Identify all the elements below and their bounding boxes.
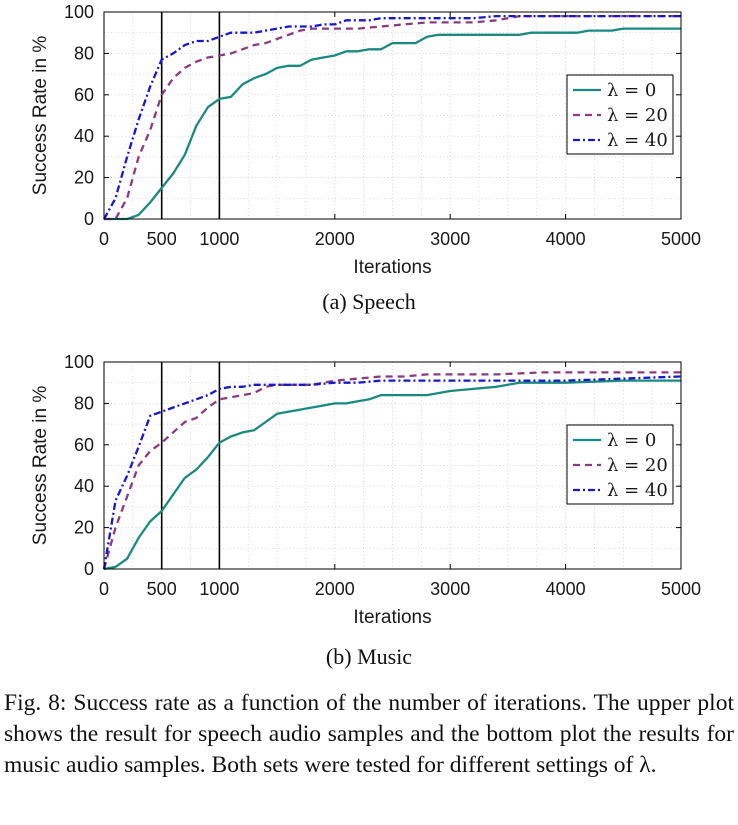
figure-caption: Fig. 8: Success rate as a function of th…: [4, 690, 734, 778]
x-tick-label: 2000: [315, 579, 355, 599]
x-tick-label: 2000: [315, 229, 355, 249]
y-tick-label: 60: [74, 85, 94, 105]
x-axis-label: Iterations: [353, 607, 431, 628]
legend-label: λ = 20: [607, 105, 668, 126]
speech-series-line-0: [104, 27, 681, 221]
music-subcaption: (b) Music: [325, 644, 413, 669]
x-tick-label: 5000: [661, 229, 701, 249]
x-axis-label: Iterations: [353, 257, 431, 278]
y-axis-label: Success Rate in %: [30, 386, 51, 546]
legend-label: λ = 20: [607, 455, 668, 476]
x-tick-label: 500: [147, 579, 177, 599]
y-tick-label: 0: [84, 559, 94, 579]
speech-series-line-2: [102, 14, 681, 220]
x-tick-label: 5000: [661, 579, 701, 599]
speech-subcaption: (a) Speech: [322, 289, 416, 314]
y-tick-label: 80: [74, 393, 94, 413]
y-tick-label: 20: [74, 518, 94, 538]
legend-label: λ = 0: [607, 430, 656, 451]
y-axis-label: Success Rate in %: [30, 36, 51, 196]
music-series-line-2: [102, 375, 682, 570]
x-tick-label: 1000: [199, 579, 239, 599]
x-tick-label: 3000: [430, 229, 470, 249]
speech-chart: 0 500 1000 2000 3000 4000 5000 0 20 40 60 80 100 Iter…: [30, 2, 701, 278]
y-tick-label: 40: [74, 476, 94, 496]
y-tick-label: 100: [64, 352, 94, 372]
y-tick-label: 0: [84, 209, 94, 229]
x-tick-label: 500: [147, 229, 177, 249]
y-tick-label: 80: [74, 43, 94, 63]
y-tick-label: 40: [74, 126, 94, 146]
legend-label: λ = 0: [607, 80, 656, 101]
speech-series-line-1: [104, 14, 681, 221]
y-tick-label: 20: [74, 168, 94, 188]
x-tick-label: 4000: [546, 229, 586, 249]
y-tick-label: 60: [74, 435, 94, 455]
music-series-line-1: [102, 371, 681, 570]
x-tick-label: 3000: [430, 579, 470, 599]
legend-label: λ = 40: [607, 130, 668, 151]
x-tick-label: 0: [99, 579, 109, 599]
x-tick-label: 1000: [199, 229, 239, 249]
x-tick-label: 0: [99, 229, 109, 249]
legend-label: λ = 40: [607, 480, 668, 501]
plot-frame: [103, 361, 682, 570]
music-chart: 0 500 1000 2000 3000 4000 5000 0 20 40 60 80 100 Iter…: [30, 352, 701, 628]
music-series-line-0: [103, 379, 681, 571]
plot-frame: [103, 11, 682, 220]
x-tick-label: 4000: [546, 579, 586, 599]
y-tick-label: 100: [64, 2, 94, 22]
